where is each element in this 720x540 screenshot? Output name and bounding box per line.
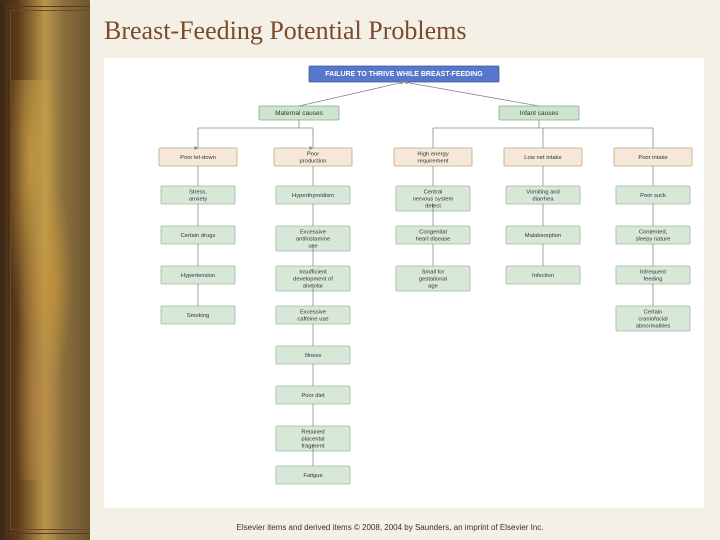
svg-text:gestational: gestational — [419, 277, 447, 283]
svg-text:Poor diet: Poor diet — [301, 393, 325, 399]
svg-text:Fatigue: Fatigue — [303, 473, 322, 479]
svg-text:Certain drugs: Certain drugs — [181, 233, 216, 239]
svg-text:Small for: Small for — [422, 270, 445, 276]
svg-text:High energy: High energy — [417, 152, 448, 158]
svg-text:production: production — [299, 159, 326, 165]
svg-text:Retained: Retained — [301, 430, 324, 436]
svg-text:feeding: feeding — [643, 277, 662, 283]
svg-text:Contented,: Contented, — [639, 230, 668, 236]
svg-text:FAILURE TO THRIVE WHILE BREAST: FAILURE TO THRIVE WHILE BREAST-FEEDING — [325, 71, 483, 78]
flowchart-container: FAILURE TO THRIVE WHILE BREAST-FEEDING Ma… — [104, 58, 704, 508]
svg-text:caffeine use: caffeine use — [297, 317, 328, 323]
svg-text:antihistamine: antihistamine — [296, 237, 330, 243]
svg-text:Poor let-down: Poor let-down — [180, 155, 216, 161]
copyright-footer: Elsevier items and derived items © 2008,… — [90, 523, 690, 532]
svg-text:Infant causes: Infant causes — [520, 110, 559, 117]
svg-text:Maternal causes: Maternal causes — [275, 110, 323, 117]
svg-text:craniofacial: craniofacial — [638, 317, 667, 323]
svg-text:nervous system: nervous system — [413, 197, 454, 203]
svg-text:requirement: requirement — [418, 159, 449, 165]
svg-text:Hyperthyroidism: Hyperthyroidism — [292, 193, 334, 199]
svg-text:Infection: Infection — [532, 273, 554, 279]
svg-text:diarrhea: diarrhea — [532, 197, 554, 203]
svg-text:Insufficient: Insufficient — [299, 270, 327, 276]
svg-text:Central: Central — [424, 190, 443, 196]
svg-text:Low net intake: Low net intake — [524, 155, 561, 161]
svg-text:Congenital: Congenital — [419, 230, 447, 236]
svg-text:Excessive: Excessive — [300, 310, 326, 316]
svg-text:heart disease: heart disease — [416, 237, 451, 243]
svg-text:Hypertension: Hypertension — [181, 273, 215, 279]
flowchart-svg: FAILURE TO THRIVE WHILE BREAST-FEEDING Ma… — [104, 58, 704, 508]
svg-text:sleepy nature: sleepy nature — [636, 237, 671, 243]
svg-text:Poor: Poor — [307, 152, 319, 158]
svg-text:anxiety: anxiety — [189, 197, 207, 203]
svg-text:Excessive: Excessive — [300, 230, 326, 236]
svg-text:placental: placental — [301, 437, 324, 443]
svg-text:Vomiting and: Vomiting and — [526, 190, 560, 196]
svg-text:Poor suck: Poor suck — [640, 193, 666, 199]
svg-text:Illness: Illness — [305, 353, 322, 359]
svg-text:Certain: Certain — [644, 310, 663, 316]
svg-text:age: age — [428, 284, 438, 290]
svg-text:Malabsorption: Malabsorption — [525, 233, 561, 239]
svg-text:Infrequent: Infrequent — [640, 270, 666, 276]
page-title: Breast-Feeding Potential Problems — [90, 0, 720, 54]
svg-text:Poor intake: Poor intake — [638, 155, 667, 161]
svg-text:development of: development of — [293, 277, 333, 283]
svg-text:Smoking: Smoking — [187, 313, 210, 319]
content-area: Breast-Feeding Potential Problems FAILUR… — [90, 0, 720, 540]
svg-text:Stress,: Stress, — [189, 190, 207, 196]
svg-text:abnormalities: abnormalities — [636, 324, 671, 330]
